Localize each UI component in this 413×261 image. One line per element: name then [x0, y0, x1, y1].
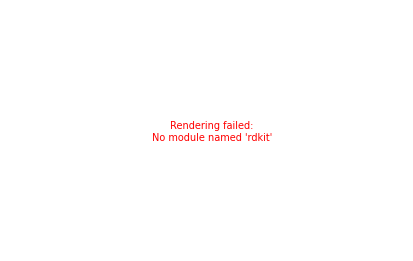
Text: Rendering failed:
No module named 'rdkit': Rendering failed: No module named 'rdkit…: [152, 121, 272, 143]
